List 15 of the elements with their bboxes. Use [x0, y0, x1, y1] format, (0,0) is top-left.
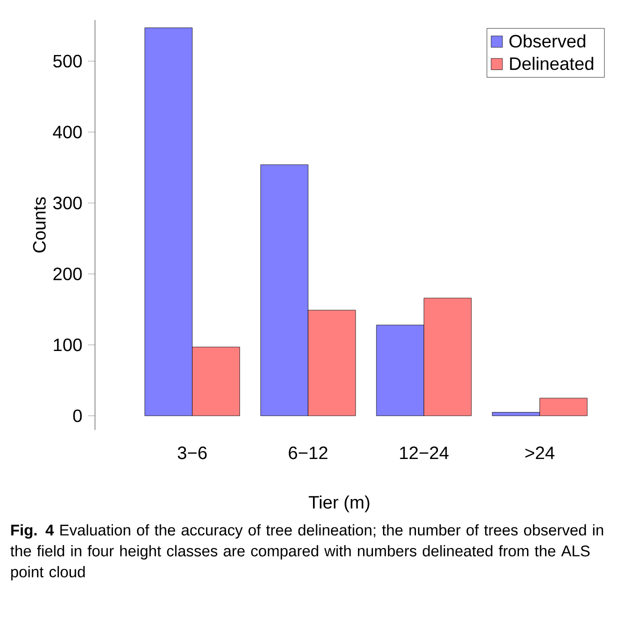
y-axis-title: Counts [33, 197, 46, 252]
y-tick-label: 200 [53, 268, 82, 280]
text: Fig. 4 Evaluation of the accuracy of tree delineation; the number of trees observed in the field in four height classes are compared with numbers delineated from the ALS point cloud [10, 524, 604, 580]
y-tick-label: 100 [54, 338, 82, 352]
x-axis-title: Tier (m) [308, 496, 370, 512]
y-tick-label: 400 [52, 126, 82, 138]
y-tick-label: 500 [53, 54, 82, 68]
y-tick-label: 300 [53, 196, 82, 210]
legend-label: Delineated [510, 56, 594, 70]
x-tick-label: 12−24 [400, 446, 449, 460]
legend-label: Observed [510, 34, 586, 48]
y-tick-label: 0 [73, 409, 82, 422]
x-tick-label: 3−6 [178, 446, 207, 460]
x-tick-label: 6−12 [288, 446, 328, 460]
x-tick-label: >24 [525, 446, 554, 460]
